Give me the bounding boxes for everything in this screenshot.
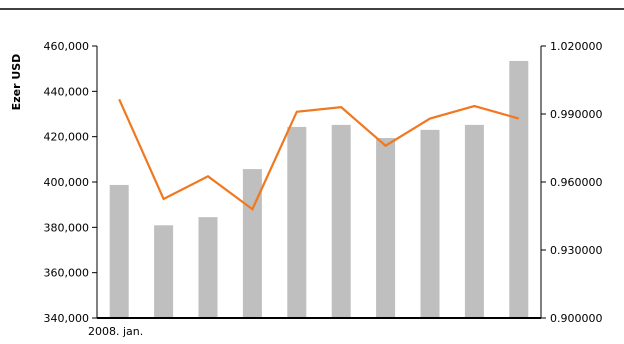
y-left-tick-label-2: 380,000	[44, 221, 90, 234]
bar-5	[287, 126, 307, 318]
y-left-tick-label-4: 420,000	[44, 131, 90, 144]
y-left-tick-label-1: 360,000	[44, 267, 90, 280]
bar-10	[509, 60, 529, 319]
y-right-tick-label-3: 0.990000	[550, 108, 603, 121]
y-left-axis-title: Ezer USD	[10, 54, 23, 111]
line-series	[118, 98, 520, 211]
bar-2	[154, 225, 174, 318]
y-right-tick-label-4: 1.020000	[550, 40, 603, 53]
bar-7	[376, 138, 396, 318]
bar-6	[331, 124, 351, 318]
bar-series	[109, 60, 529, 319]
y-right-tick-label-1: 0.930000	[550, 244, 603, 257]
y-left-axis: 340,000 360,000 380,000 400,000 420,000 440,0…	[44, 40, 98, 325]
bar-9	[464, 124, 484, 318]
bar-4	[242, 169, 262, 318]
bar-8	[420, 129, 440, 318]
y-left-tick-label-6: 460,000	[44, 40, 90, 53]
y-left-tick-label-5: 440,000	[44, 85, 90, 98]
y-right-tick-label-2: 0.960000	[550, 176, 603, 189]
y-right-tick-label-0: 0.900000	[550, 312, 603, 325]
x-tick-label-0: 2008. jan.	[88, 325, 143, 338]
y-left-tick-label-3: 400,000	[44, 176, 90, 189]
x-axis: 2008. jan.	[88, 317, 541, 338]
y-left-tick-label-0: 340,000	[44, 312, 90, 325]
y-right-axis: 0.900000 0.930000 0.960000 0.990000 1.020000	[540, 40, 603, 325]
bar-3	[198, 217, 218, 318]
bar-1	[109, 184, 129, 318]
line-path	[118, 98, 520, 211]
